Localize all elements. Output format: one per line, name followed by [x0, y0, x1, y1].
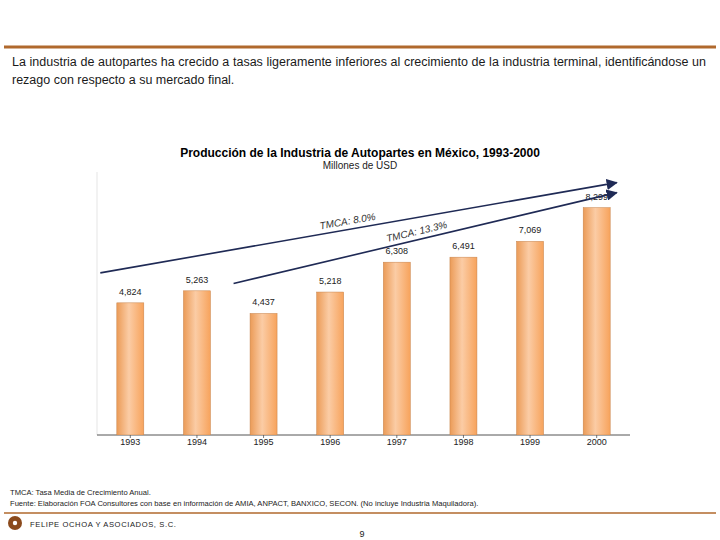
page-number: 9 [359, 529, 364, 539]
footnote: Fuente: Elaboración FOA Consultores con … [10, 499, 478, 508]
bar [517, 241, 544, 435]
growth-arrow [100, 183, 616, 273]
header-rule [4, 46, 716, 49]
data-label: 5,218 [319, 276, 342, 286]
x-tick-label: 1995 [254, 437, 274, 447]
data-label: 7,069 [519, 225, 542, 235]
x-tick-label: 2000 [587, 437, 607, 447]
growth-arrow [234, 193, 617, 284]
x-tick-label: 1994 [187, 437, 207, 447]
logo-dot [13, 521, 17, 525]
x-axis [97, 435, 630, 436]
bar [250, 313, 277, 435]
chart-title: Producción de la Industria de Autopartes… [180, 146, 540, 160]
x-tick-label: 1996 [320, 437, 340, 447]
bar [117, 303, 144, 435]
bars [117, 208, 610, 435]
bar [183, 291, 210, 435]
footer-rule [4, 512, 716, 514]
company-name: FELIPE OCHOA Y ASOCIADOS, S.C. [30, 520, 176, 529]
data-label: 6,491 [452, 241, 475, 251]
footnote: TMCA: Tasa Media de Crecimiento Anual. [10, 488, 151, 497]
bar [383, 262, 410, 435]
logo [8, 516, 22, 530]
header-text: La industria de autopartes ha crecido a … [12, 53, 706, 89]
x-tick-label: 1993 [120, 437, 140, 447]
bar [450, 257, 477, 435]
x-tick-label: 1997 [387, 437, 407, 447]
bar [583, 208, 610, 435]
y-axis [97, 172, 98, 435]
data-label: 5,263 [186, 275, 209, 285]
x-tick-label: 1998 [453, 437, 473, 447]
bar [317, 292, 344, 435]
annotation: TMCA: 8.0% [319, 211, 377, 232]
x-tick-label: 1999 [520, 437, 540, 447]
data-label: 6,308 [386, 246, 409, 256]
data-label: 4,824 [119, 287, 142, 297]
data-label: 4,437 [252, 297, 275, 307]
annotation: TMCA: 13.3% [385, 219, 448, 244]
chart-subtitle: Millones de USD [323, 160, 397, 171]
